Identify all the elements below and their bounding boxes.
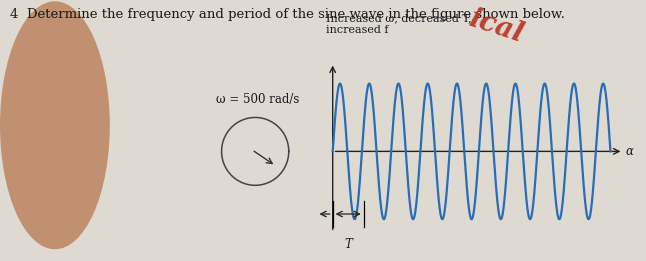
Text: ical: ical: [465, 5, 526, 48]
Text: 4  Determine the frequency and period of the sine wave in the figure shown below: 4 Determine the frequency and period of …: [10, 8, 565, 21]
Ellipse shape: [0, 1, 110, 249]
Text: α: α: [626, 145, 634, 158]
Text: T: T: [344, 238, 352, 251]
Text: Increased ω, decreased T,
increased f: Increased ω, decreased T, increased f: [326, 13, 472, 35]
Text: ω = 500 rad/s: ω = 500 rad/s: [216, 93, 300, 106]
